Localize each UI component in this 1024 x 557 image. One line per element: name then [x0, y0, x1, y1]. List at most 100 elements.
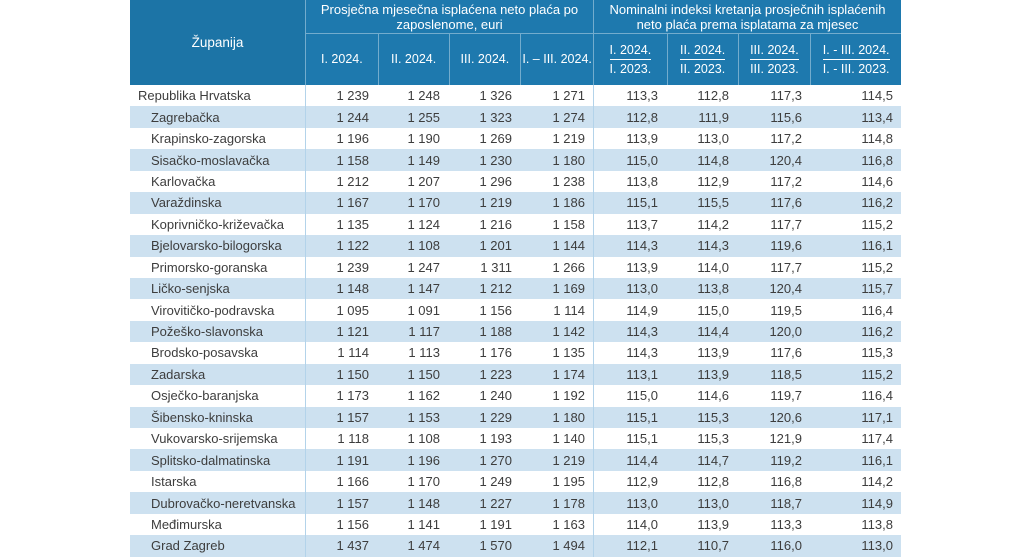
salary-value-cell: 1 174 [552, 366, 585, 382]
salary-value-cell: 1 169 [552, 281, 585, 297]
index-value-cell: 113,3 [770, 516, 802, 532]
index-value-cell: 113,1 [593, 363, 666, 386]
salary-value-cell: 1 142 [552, 324, 585, 340]
net-salary-group-header: Prosječna mjesečna isplaćena neto plaća … [305, 0, 593, 85]
salary-value-cell: 1 244 [305, 106, 377, 128]
salary-value-cell: 1 108 [407, 431, 440, 447]
index-value-cell: 116,1 [861, 238, 893, 254]
index-value-cell: 116,2 [861, 195, 893, 211]
index-value-cell: 117,2 [770, 173, 802, 189]
table-row: Virovitičko-podravska 1 095 1 091 1 156 … [130, 299, 901, 321]
subheader-feb-2024: II. 2024. [377, 34, 449, 85]
net-salary-subheaders: I. 2024. II. 2024. III. 2024. I. – III. … [306, 34, 593, 85]
salary-value-cell: 1 474 [407, 538, 440, 554]
net-salary-group-title: Prosječna mjesečna isplaćena neto plaća … [306, 0, 593, 34]
salary-value-cell: 1 180 [552, 152, 585, 168]
index-value-cell: 120,6 [769, 409, 802, 425]
index-value-cell: 114,0 [697, 259, 729, 275]
table-row: Požeško-slavonska 1 121 1 117 1 188 1 14… [130, 320, 901, 343]
salary-value-cell: 1 212 [305, 170, 377, 193]
salary-value-cell: 1 178 [552, 495, 585, 511]
index-value-cell: 116,2 [861, 324, 893, 340]
county-cell: Osječko-baranjska [151, 388, 259, 404]
salary-value-cell: 1 144 [552, 238, 585, 254]
salary-value-cell: 1 141 [407, 516, 440, 532]
county-cell: Međimurska [151, 516, 222, 532]
nominal-index-group-title: Nominalni indeksi kretanja prosječnih is… [594, 0, 901, 34]
salary-value-cell: 1 162 [407, 388, 440, 404]
salary-value-cell: 1 570 [479, 538, 512, 554]
index-value-cell: 112,9 [697, 173, 729, 189]
index-value-cell: 114,8 [861, 131, 893, 147]
index-value-cell: 117,3 [770, 88, 802, 104]
index-value-cell: 113,9 [593, 256, 666, 278]
salary-value-cell: 1 108 [407, 238, 440, 254]
index-value-cell: 114,3 [697, 238, 729, 254]
salary-value-cell: 1 095 [305, 299, 377, 321]
table-row: Splitsko-dalmatinska 1 191 1 196 1 270 1… [130, 449, 901, 471]
salary-value-cell: 1 266 [552, 259, 585, 275]
salary-value-cell: 1 150 [305, 363, 377, 386]
subheader-mar-2024: III. 2024. [448, 34, 521, 85]
index-value-cell: 113,9 [697, 516, 729, 532]
salary-value-cell: 1 326 [479, 88, 512, 104]
salary-value-cell: 1 191 [479, 516, 512, 532]
salary-value-cell: 1 190 [407, 131, 440, 147]
salary-value-cell: 1 239 [305, 85, 377, 107]
salary-value-cell: 1 219 [552, 131, 585, 147]
index-value-cell: 113,0 [593, 277, 666, 300]
salary-value-cell: 1 170 [407, 474, 440, 490]
salary-value-cell: 1 124 [407, 216, 440, 232]
index-value-cell: 115,3 [697, 409, 729, 425]
salary-value-cell: 1 247 [407, 259, 440, 275]
salary-value-cell: 1 117 [408, 324, 440, 340]
index-value-cell: 113,4 [861, 109, 893, 125]
index-value-cell: 116,8 [861, 152, 893, 168]
subheader-index-jan: I. 2024. I. 2023. [594, 34, 667, 85]
index-value-cell: 115,0 [593, 385, 666, 407]
salary-value-cell: 1 156 [305, 513, 377, 536]
index-fraction-numerator: II. 2024. [680, 43, 726, 60]
index-value-cell: 115,2 [861, 216, 893, 232]
county-cell: Koprivničko-križevačka [151, 216, 284, 232]
index-value-cell: 113,9 [697, 366, 729, 382]
salary-value-cell: 1 249 [479, 474, 512, 490]
salary-value-cell: 1 114 [305, 342, 377, 364]
county-cell: Vukovarsko-srijemska [151, 431, 278, 447]
salary-value-cell: 1 191 [305, 449, 377, 471]
index-value-cell: 118,5 [770, 366, 802, 382]
index-value-cell: 117,1 [861, 409, 893, 425]
index-value-cell: 120,4 [769, 281, 802, 297]
salary-value-cell: 1 248 [407, 88, 440, 104]
salary-value-cell: 1 239 [305, 256, 377, 278]
salary-value-cell: 1 216 [479, 216, 512, 232]
table-row: Republika Hrvatska 1 239 1 248 1 326 1 2… [130, 85, 901, 107]
county-cell: Zagrebačka [151, 109, 220, 125]
table-row: Vukovarsko-srijemska 1 118 1 108 1 193 1… [130, 428, 901, 450]
salary-value-cell: 1 135 [305, 213, 377, 236]
subheader-jan-mar-2024: I. – III. 2024. [520, 34, 593, 85]
index-value-cell: 114,6 [697, 388, 729, 404]
table-row: Koprivničko-križevačka 1 135 1 124 1 216… [130, 213, 901, 236]
county-column-header-label: Županija [191, 35, 244, 50]
index-value-cell: 111,9 [698, 109, 729, 125]
subheader-index-jan-mar: I. - III. 2024. I. - III. 2023. [810, 34, 901, 85]
index-value-cell: 117,2 [770, 131, 802, 147]
salary-value-cell: 1 255 [407, 109, 440, 125]
county-cell: Varaždinska [151, 195, 222, 211]
index-value-cell: 110,7 [697, 538, 729, 554]
salary-value-cell: 1 311 [480, 259, 512, 275]
index-value-cell: 113,3 [593, 85, 666, 107]
index-value-cell: 115,1 [593, 428, 666, 450]
index-value-cell: 115,2 [861, 259, 893, 275]
index-value-cell: 112,8 [593, 106, 666, 128]
index-value-cell: 116,4 [861, 388, 893, 404]
index-value-cell: 121,9 [769, 431, 802, 447]
table-row: Primorsko-goranska 1 239 1 247 1 311 1 2… [130, 256, 901, 278]
index-value-cell: 115,3 [861, 345, 893, 361]
index-fraction-numerator: III. 2024. [750, 43, 799, 60]
table-row: Krapinsko-zagorska 1 196 1 190 1 269 1 2… [130, 127, 901, 150]
salary-value-cell: 1 157 [305, 492, 377, 514]
county-cell: Krapinsko-zagorska [151, 131, 266, 147]
salary-value-cell: 1 163 [552, 516, 585, 532]
